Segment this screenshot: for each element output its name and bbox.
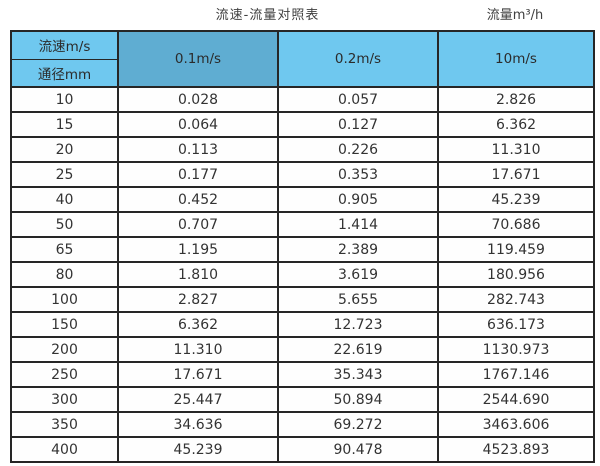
- corner-velocity-label: 流速m/s: [10, 30, 119, 60]
- cell-flow-10ms: 1130.973: [437, 336, 595, 363]
- table-row: 100 2.827 5.655 282.743: [10, 286, 595, 313]
- cell-diameter: 350: [10, 411, 119, 438]
- cell-flow-0-1ms: 0.028: [117, 86, 279, 113]
- cell-flow-0-2ms: 0.226: [277, 136, 439, 163]
- cell-flow-0-2ms: 2.389: [277, 236, 439, 263]
- cell-flow-10ms: 45.239: [437, 186, 595, 213]
- cell-diameter: 15: [10, 111, 119, 138]
- cell-flow-0-1ms: 2.827: [117, 286, 279, 313]
- cell-flow-10ms: 119.459: [437, 236, 595, 263]
- cell-flow-10ms: 70.686: [437, 211, 595, 238]
- table-row: 400 45.239 90.478 4523.893: [10, 436, 595, 463]
- cell-flow-0-1ms: 0.064: [117, 111, 279, 138]
- cell-flow-0-2ms: 0.905: [277, 186, 439, 213]
- corner-diameter-label: 通径mm: [10, 58, 119, 88]
- cell-flow-10ms: 636.173: [437, 311, 595, 338]
- table-title: 流速-流量对照表: [215, 8, 320, 23]
- flow-rate-table: 流速m/s 0.1m/s 0.2m/s 10m/s 通径mm 10 0.028 0.…: [10, 30, 595, 463]
- table-row: 25 0.177 0.353 17.671: [10, 161, 595, 188]
- table-row: 200 11.310 22.619 1130.973: [10, 336, 595, 363]
- cell-flow-0-1ms: 1.195: [117, 236, 279, 263]
- table-row: 80 1.810 3.619 180.956: [10, 261, 595, 288]
- cell-diameter: 65: [10, 236, 119, 263]
- table-row: 150 6.362 12.723 636.173: [10, 311, 595, 338]
- cell-flow-0-2ms: 0.127: [277, 111, 439, 138]
- table-row: 300 25.447 50.894 2544.690: [10, 386, 595, 413]
- cell-flow-0-2ms: 69.272: [277, 411, 439, 438]
- cell-diameter: 10: [10, 86, 119, 113]
- table-row: 65 1.195 2.389 119.459: [10, 236, 595, 263]
- cell-flow-0-2ms: 3.619: [277, 261, 439, 288]
- cell-flow-0-2ms: 0.057: [277, 86, 439, 113]
- column-header-10ms: 10m/s: [437, 30, 595, 88]
- cell-flow-0-2ms: 5.655: [277, 286, 439, 313]
- table-row: 40 0.452 0.905 45.239: [10, 186, 595, 213]
- cell-diameter: 50: [10, 211, 119, 238]
- cell-flow-0-1ms: 17.671: [117, 361, 279, 388]
- cell-flow-0-2ms: 1.414: [277, 211, 439, 238]
- cell-diameter: 400: [10, 436, 119, 463]
- cell-diameter: 250: [10, 361, 119, 388]
- cell-flow-0-1ms: 6.362: [117, 311, 279, 338]
- flow-unit-label: 流量m³/h: [486, 8, 544, 23]
- table-row: 250 17.671 35.343 1767.146: [10, 361, 595, 388]
- cell-flow-0-1ms: 25.447: [117, 386, 279, 413]
- cell-flow-0-2ms: 22.619: [277, 336, 439, 363]
- cell-flow-0-1ms: 0.707: [117, 211, 279, 238]
- table-row: 10 0.028 0.057 2.826: [10, 86, 595, 113]
- cell-flow-10ms: 6.362: [437, 111, 595, 138]
- cell-flow-10ms: 2.826: [437, 86, 595, 113]
- cell-diameter: 100: [10, 286, 119, 313]
- cell-flow-0-2ms: 50.894: [277, 386, 439, 413]
- cell-diameter: 150: [10, 311, 119, 338]
- cell-flow-10ms: 3463.606: [437, 411, 595, 438]
- table-row: 20 0.113 0.226 11.310: [10, 136, 595, 163]
- column-header-0-2ms: 0.2m/s: [277, 30, 439, 88]
- cell-flow-10ms: 180.956: [437, 261, 595, 288]
- column-header-0-1ms: 0.1m/s: [117, 30, 279, 88]
- cell-diameter: 20: [10, 136, 119, 163]
- cell-diameter: 80: [10, 261, 119, 288]
- cell-diameter: 300: [10, 386, 119, 413]
- cell-flow-10ms: 1767.146: [437, 361, 595, 388]
- cell-flow-0-1ms: 1.810: [117, 261, 279, 288]
- cell-flow-10ms: 11.310: [437, 136, 595, 163]
- cell-flow-0-2ms: 35.343: [277, 361, 439, 388]
- cell-flow-0-1ms: 0.113: [117, 136, 279, 163]
- cell-flow-10ms: 4523.893: [437, 436, 595, 463]
- cell-flow-0-2ms: 90.478: [277, 436, 439, 463]
- table-row: 50 0.707 1.414 70.686: [10, 211, 595, 238]
- cell-diameter: 25: [10, 161, 119, 188]
- cell-flow-0-1ms: 11.310: [117, 336, 279, 363]
- cell-flow-0-1ms: 45.239: [117, 436, 279, 463]
- table-body: 10 0.028 0.057 2.826 15 0.064 0.127 6.362 20 0.11…: [10, 86, 595, 463]
- cell-flow-0-1ms: 0.452: [117, 186, 279, 213]
- cell-flow-10ms: 17.671: [437, 161, 595, 188]
- cell-flow-0-2ms: 12.723: [277, 311, 439, 338]
- cell-flow-0-2ms: 0.353: [277, 161, 439, 188]
- cell-flow-10ms: 282.743: [437, 286, 595, 313]
- cell-diameter: 200: [10, 336, 119, 363]
- table-row: 15 0.064 0.127 6.362: [10, 111, 595, 138]
- cell-flow-0-1ms: 0.177: [117, 161, 279, 188]
- cell-flow-0-1ms: 34.636: [117, 411, 279, 438]
- cell-diameter: 40: [10, 186, 119, 213]
- table-row: 350 34.636 69.272 3463.606: [10, 411, 595, 438]
- cell-flow-10ms: 2544.690: [437, 386, 595, 413]
